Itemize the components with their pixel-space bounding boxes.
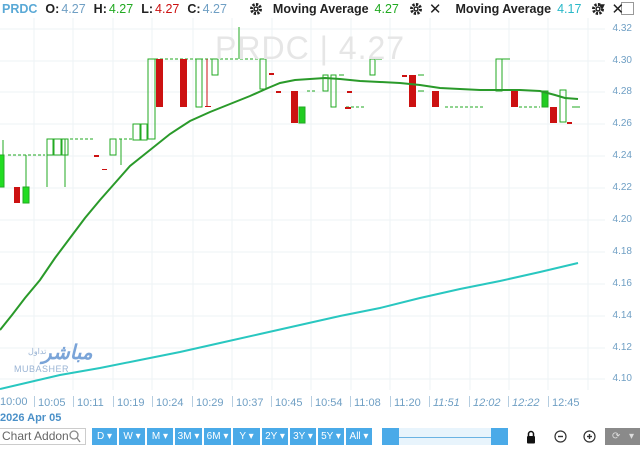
logo-arabic-sub: تداول xyxy=(28,347,47,356)
range-button-3y[interactable]: 3Y ▾ xyxy=(290,428,316,445)
bottom-toolbar: Chart Addon D ▾ W ▾ M ▾ 3M ▾ 6M ▾ Y ▾ 2Y… xyxy=(0,428,640,445)
x-tick: 10:29 xyxy=(192,396,224,409)
high-label: H xyxy=(93,2,103,16)
chart-addon-placeholder: Chart Addon xyxy=(2,429,69,443)
low-value: 4.27 xyxy=(155,2,180,16)
ma1-settings-gear-icon[interactable] xyxy=(409,2,423,16)
range-button-6m[interactable]: 6M ▾ xyxy=(204,428,231,445)
open-value: 4.27 xyxy=(61,2,86,16)
x-tick: 10:37 xyxy=(232,396,264,409)
lock-icon[interactable] xyxy=(526,430,536,449)
x-tick: 11:20 xyxy=(390,396,421,409)
y-tick: 4.22 xyxy=(612,182,632,193)
x-tick: 10:19 xyxy=(113,396,145,409)
x-tick: 10:45 xyxy=(271,396,303,409)
ma2-value: 4.17 xyxy=(557,2,582,16)
y-tick: 4.30 xyxy=(612,55,632,66)
close-value: 4.27 xyxy=(202,2,227,16)
range-button-2y[interactable]: 2Y ▾ xyxy=(262,428,288,445)
legend-checkbox[interactable] xyxy=(621,2,634,15)
x-axis: 10:00 10:05 10:11 10:19 10:24 10:29 10:3… xyxy=(0,396,590,412)
symbol-label: PRDC xyxy=(2,2,38,16)
range-button-m[interactable]: M ▾ xyxy=(147,428,173,445)
x-tick: 10:00 xyxy=(0,396,28,408)
sep: : xyxy=(55,2,60,16)
range-slider[interactable] xyxy=(382,428,508,445)
x-tick: 10:24 xyxy=(152,396,184,409)
ma1-label: Moving Average xyxy=(272,2,369,16)
y-tick: 4.12 xyxy=(612,342,632,353)
y-tick: 4.18 xyxy=(612,246,632,257)
logo-english: MUBASHER xyxy=(14,364,70,374)
range-button-3m[interactable]: 3M ▾ xyxy=(175,428,202,445)
range-button-d[interactable]: D ▾ xyxy=(92,428,117,445)
x-tick: 10:54 xyxy=(311,396,343,409)
ma2-label: Moving Average xyxy=(455,2,552,16)
settings-gear-icon[interactable] xyxy=(249,2,263,16)
range-button-all[interactable]: All ▾ xyxy=(346,428,372,445)
x-tick: 12:45 xyxy=(548,396,580,409)
refresh-icon: ⟳ xyxy=(612,431,621,442)
ma2-settings-gear-icon[interactable] xyxy=(591,2,605,16)
close-label: C xyxy=(187,2,197,16)
low-label: L xyxy=(141,2,149,16)
zoom-in-icon[interactable] xyxy=(583,430,596,448)
y-tick: 4.28 xyxy=(612,86,632,97)
y-tick: 4.20 xyxy=(612,214,632,225)
y-tick: 4.32 xyxy=(612,23,632,34)
zoom-out-icon[interactable] xyxy=(554,430,567,448)
range-button-y[interactable]: Y ▾ xyxy=(233,428,260,445)
chart-watermark: PRDC | 4.27 xyxy=(215,30,406,66)
slider-left-handle[interactable] xyxy=(382,428,399,445)
chart-date: 2026 Apr 05 xyxy=(0,412,62,424)
ma1-close-icon[interactable]: ✕ xyxy=(428,1,442,18)
ma1-value: 4.27 xyxy=(374,2,399,16)
open-label: O xyxy=(45,2,56,16)
sep: : xyxy=(196,2,201,16)
dropdown-caret-icon: ▾ xyxy=(629,431,635,442)
x-tick: 11:51 xyxy=(429,396,460,409)
range-button-5y[interactable]: 5Y ▾ xyxy=(318,428,344,445)
search-icon[interactable] xyxy=(69,430,81,447)
chart-legend: PRDC O: 4.27 H: 4.27 L: 4.27 C: 4.27 Mov… xyxy=(0,0,640,18)
logo-arabic: مباشر xyxy=(42,342,93,364)
sep: : xyxy=(102,2,107,16)
price-chart[interactable]: PRDC | 4.27 4.32 4.30 4.28 4.26 4.24 4.2… xyxy=(0,18,640,390)
chart-settings-menu-button[interactable]: ⟳ ▾ xyxy=(605,428,640,445)
sep: : xyxy=(148,2,154,16)
y-tick: 4.10 xyxy=(612,373,632,384)
x-tick: 10:11 xyxy=(73,396,104,409)
slider-track xyxy=(398,437,492,438)
range-button-w[interactable]: W ▾ xyxy=(119,428,145,445)
x-tick: 12:22 xyxy=(508,396,540,409)
x-tick: 10:05 xyxy=(34,396,66,409)
y-tick: 4.14 xyxy=(612,310,632,321)
chart-canvas xyxy=(0,18,605,390)
y-tick: 4.16 xyxy=(612,278,632,289)
ma2-close-icon[interactable]: ✕ xyxy=(611,1,625,18)
x-tick: 11:08 xyxy=(350,396,381,409)
y-tick: 4.24 xyxy=(612,150,632,161)
y-tick: 4.26 xyxy=(612,118,632,129)
x-tick: 12:02 xyxy=(469,396,501,409)
slider-right-handle[interactable] xyxy=(491,428,508,445)
high-value: 4.27 xyxy=(108,2,134,16)
chart-addon-search-input[interactable]: Chart Addon xyxy=(0,428,86,445)
